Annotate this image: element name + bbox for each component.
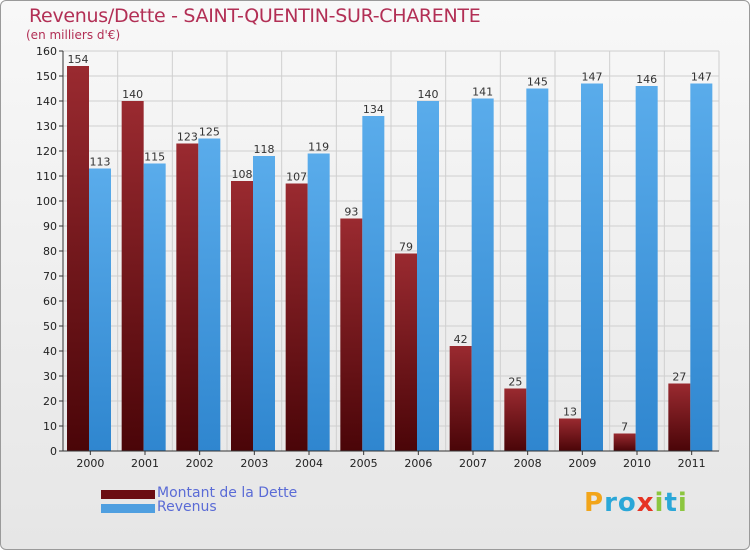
- logo-letter: t: [664, 488, 678, 518]
- y-tick-label: 140: [36, 95, 57, 108]
- axes: 0 10 20 30 40 50 60 70 80 90 100 110 120 130 140 150 160…: [36, 45, 719, 470]
- logo-letter: i: [654, 488, 665, 518]
- y-tick-label: 160: [36, 45, 57, 58]
- value-label-debt: 93: [344, 206, 358, 219]
- value-label-revenue: 118: [254, 143, 275, 156]
- bar-revenue: [526, 88, 549, 451]
- logo-letter: P: [584, 488, 605, 518]
- bar-revenue: [198, 138, 221, 451]
- bar-debt: [668, 383, 691, 451]
- y-tick-label: 30: [43, 370, 57, 383]
- y-tick-label: 110: [36, 170, 57, 183]
- x-tick-label: 2006: [404, 457, 432, 470]
- proxiti-logo: Proxiti: [584, 488, 688, 518]
- value-label-debt: 7: [621, 421, 628, 434]
- y-tick-label: 20: [43, 395, 57, 408]
- value-label-revenue: 146: [636, 73, 657, 86]
- bar-revenue: [307, 153, 330, 451]
- legend-swatch-revenue: [101, 504, 155, 513]
- value-label-revenue: 113: [90, 156, 111, 169]
- value-label-debt: 123: [177, 131, 198, 144]
- bar-debt: [176, 143, 199, 451]
- grid: [62, 50, 720, 452]
- x-tick-label: 2005: [350, 457, 378, 470]
- bar-revenue: [253, 156, 275, 451]
- y-tick-label: 100: [36, 195, 57, 208]
- logo-letter: r: [604, 488, 618, 518]
- value-label-debt: 13: [563, 406, 577, 419]
- value-label-revenue: 141: [472, 86, 493, 99]
- legend-label-revenue: Revenus: [157, 499, 217, 515]
- value-label-debt: 79: [399, 241, 413, 254]
- value-label-revenue: 147: [691, 71, 712, 84]
- value-label-debt: 107: [286, 171, 307, 184]
- logo-letter: i: [677, 488, 688, 518]
- bar-debt: [613, 433, 636, 451]
- value-label-revenue: 115: [144, 151, 165, 164]
- x-tick-label: 2004: [295, 457, 323, 470]
- y-tick-label: 130: [36, 120, 57, 133]
- x-tick-label: 2010: [623, 457, 651, 470]
- bar-revenue: [143, 163, 166, 451]
- x-tick-label: 2008: [514, 457, 542, 470]
- value-label-debt: 25: [508, 376, 522, 389]
- value-label-revenue: 147: [582, 71, 603, 84]
- bar-revenue: [362, 116, 385, 451]
- bar-revenue: [581, 83, 603, 451]
- logo-letter: x: [636, 488, 655, 518]
- chart-subtitle: (en milliers d'€): [26, 28, 121, 42]
- bar-debt: [395, 253, 417, 451]
- y-tick-label: 120: [36, 145, 57, 158]
- value-label-revenue: 140: [418, 88, 439, 101]
- chart-title: Revenus/Dette - SAINT-QUENTIN-SUR-CHAREN…: [29, 5, 481, 27]
- x-tick-label: 2009: [568, 457, 596, 470]
- value-label-debt: 140: [122, 88, 143, 101]
- bar-revenue: [690, 83, 713, 451]
- y-tick-label: 60: [43, 295, 57, 308]
- value-label-debt: 42: [454, 333, 468, 346]
- bar-debt: [559, 418, 581, 451]
- value-label-revenue: 134: [363, 103, 384, 116]
- y-tick-label: 90: [43, 220, 57, 233]
- bar-debt: [449, 346, 472, 451]
- bar-revenue: [471, 98, 494, 451]
- y-tick-label: 150: [36, 70, 57, 83]
- logo-letter: o: [617, 488, 637, 518]
- y-tick-label: 10: [43, 420, 57, 433]
- value-label-debt: 27: [672, 371, 686, 384]
- value-label-revenue: 125: [199, 126, 220, 139]
- value-label-debt: 108: [232, 168, 253, 181]
- bar-debt: [231, 181, 253, 451]
- x-tick-label: 2002: [186, 457, 214, 470]
- bar-debt: [340, 218, 363, 451]
- legend-swatch-debt: [101, 490, 155, 499]
- x-tick-label: 2003: [240, 457, 268, 470]
- x-tick-label: 2011: [678, 457, 706, 470]
- x-tick-label: 2007: [459, 457, 487, 470]
- y-tick-label: 50: [43, 320, 57, 333]
- bar-debt: [67, 66, 89, 451]
- y-tick-label: 40: [43, 345, 57, 358]
- legend-label-debt: Montant de la Dette: [157, 485, 298, 501]
- bar-debt: [504, 388, 527, 451]
- value-label-revenue: 119: [308, 141, 329, 154]
- y-tick-label: 80: [43, 245, 57, 258]
- bar-revenue: [417, 101, 439, 451]
- bar-debt: [121, 101, 144, 451]
- value-label-revenue: 145: [527, 76, 548, 89]
- bar-revenue: [89, 168, 111, 451]
- y-tick-label: 0: [50, 445, 57, 458]
- value-label-debt: 154: [68, 53, 89, 66]
- bar-revenue: [635, 86, 658, 451]
- x-tick-label: 2001: [131, 457, 159, 470]
- x-tick-label: 2000: [76, 457, 104, 470]
- y-tick-label: 70: [43, 270, 57, 283]
- bar-debt: [285, 183, 308, 451]
